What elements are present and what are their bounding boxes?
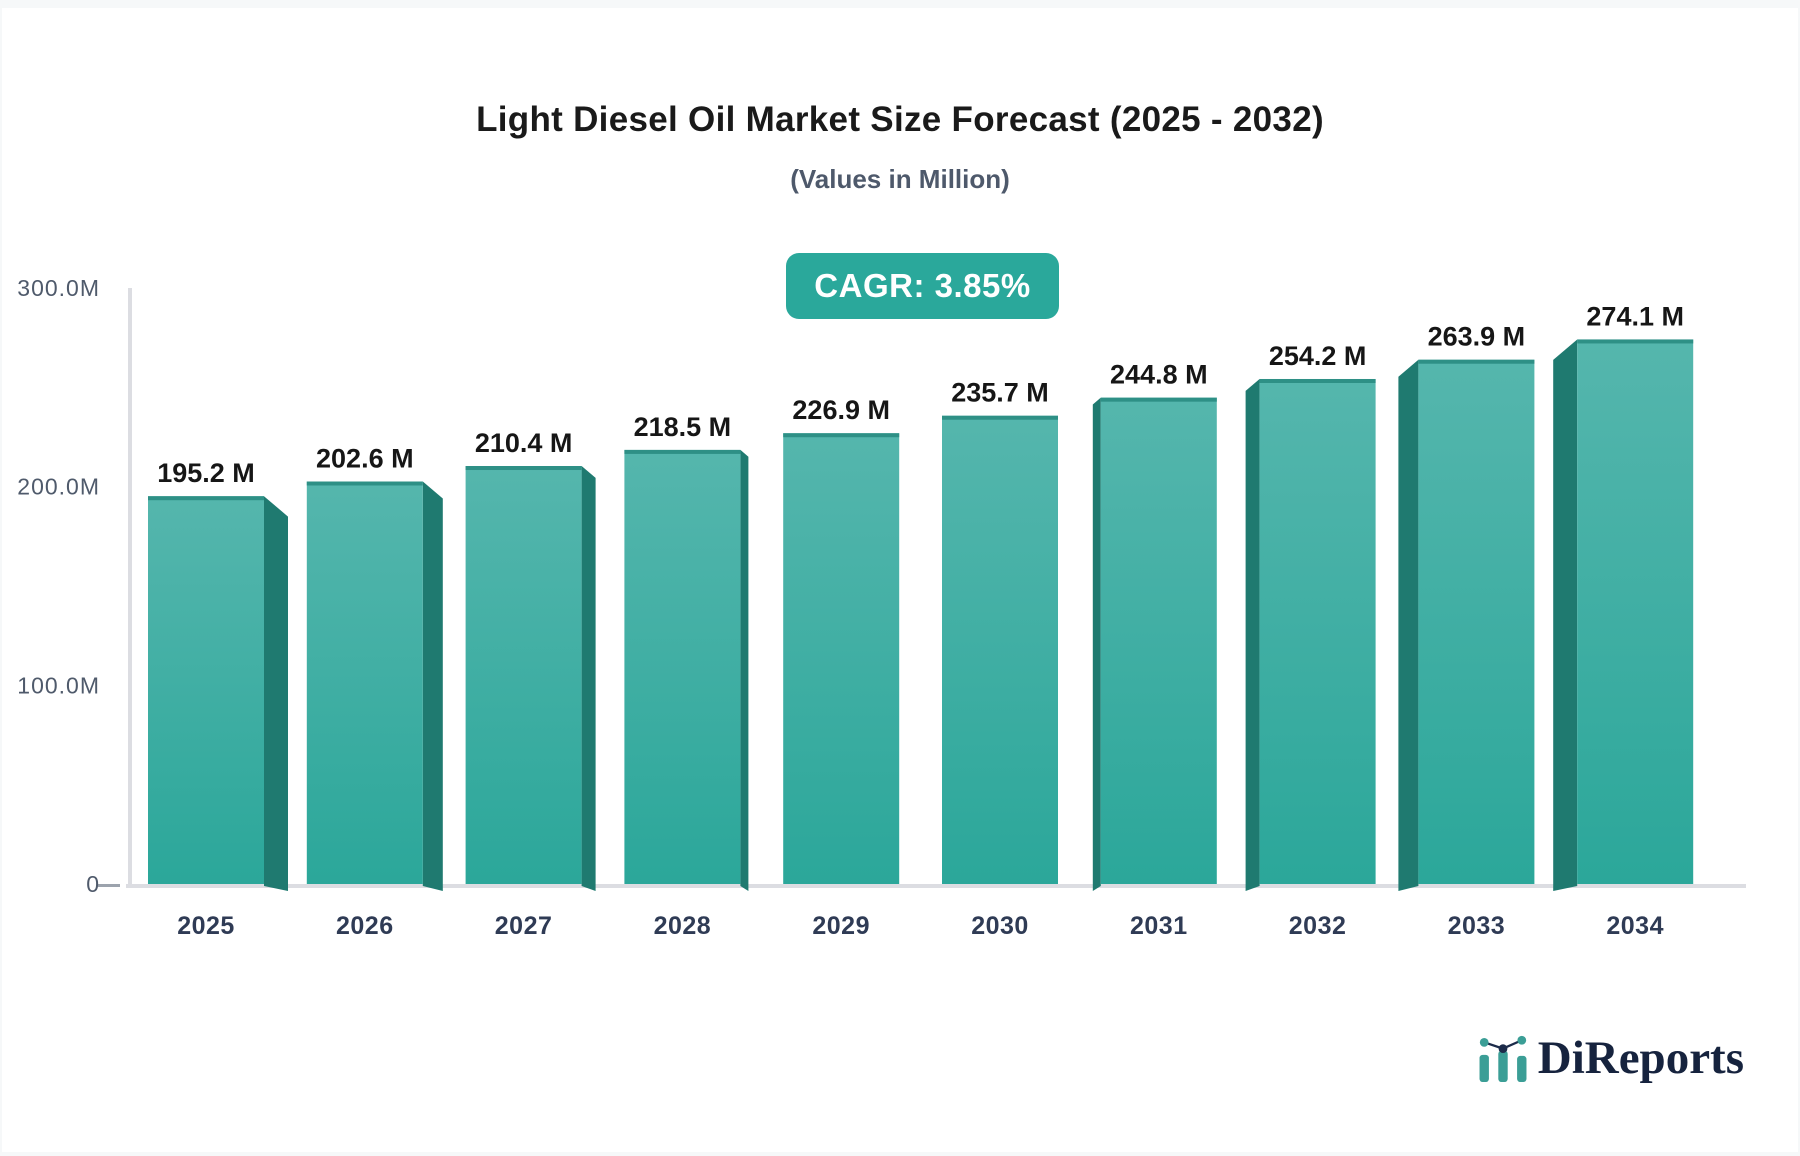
bar-value-label: 195.2 M <box>157 458 255 488</box>
bar-side-face <box>1398 359 1419 892</box>
bar-top-edge <box>465 466 582 471</box>
bar-value-label: 235.7 M <box>951 378 1049 408</box>
bar-top-edge <box>1577 339 1694 344</box>
x-axis-label: 2033 <box>1448 912 1506 940</box>
bar-side-face <box>1092 397 1101 891</box>
bar-value-label: 202.6 M <box>316 444 414 474</box>
bar-top-edge <box>942 415 1058 420</box>
bar-value-label: 263.9 M <box>1428 322 1526 352</box>
bar-side-face <box>264 496 288 891</box>
bar-face <box>942 415 1058 884</box>
bar-value-label: 254.2 M <box>1269 341 1367 371</box>
y-axis-line <box>128 288 132 888</box>
chart-subtitle: (Values in Million) <box>790 164 1010 194</box>
logo-text: DiReports <box>1537 1032 1744 1084</box>
bar-face <box>1418 359 1535 885</box>
cagr-badge: CAGR: 3.85% <box>786 253 1059 319</box>
bar-side-face <box>740 449 749 891</box>
bar-top-edge <box>783 433 900 438</box>
bar-value-label: 244.8 M <box>1110 360 1208 390</box>
y-axis-label: 100.0M <box>17 672 100 698</box>
chart-title: Light Diesel Oil Market Size Forecast (2… <box>476 100 1324 139</box>
bar-side-face <box>581 466 596 891</box>
bar-face <box>1259 378 1376 884</box>
bar-value-label: 218.5 M <box>634 412 732 442</box>
bar-face <box>1577 339 1694 884</box>
bar-side-face <box>422 481 443 891</box>
y-axis-label: 300.0M <box>17 275 100 301</box>
bar-chart-logo-icon <box>1479 1035 1527 1082</box>
bar-group-2030: 235.7 M 2030 <box>942 378 1058 940</box>
bar-value-label: 210.4 M <box>475 428 573 458</box>
y-axis-label: 200.0M <box>17 474 100 500</box>
brand-logo: DiReports <box>1478 1030 1744 1086</box>
bar-side-face <box>1553 339 1578 891</box>
bar-top-edge <box>306 481 423 486</box>
x-axis-label: 2030 <box>971 912 1029 940</box>
bar-top-edge <box>1100 397 1217 402</box>
bar-face <box>783 433 900 884</box>
bar-group-2029: 226.9 M 2029 <box>783 395 900 940</box>
x-axis-label: 2034 <box>1606 912 1664 940</box>
bar-group-2033: 263.9 M 2033 <box>1398 322 1535 940</box>
bar-face <box>465 466 582 884</box>
bar-top-edge <box>148 496 264 501</box>
bar-value-label: 226.9 M <box>792 395 890 425</box>
bar-top-edge <box>624 449 741 454</box>
zero-tick <box>98 884 120 887</box>
bar-group-2026: 202.6 M 2026 <box>306 444 443 940</box>
bar-group-2034: 274.1 M 2034 <box>1553 301 1694 940</box>
bar-group-2025: 195.2 M 2025 <box>148 458 288 940</box>
bar-face <box>624 449 741 884</box>
cagr-badge-label: CAGR: 3.85% <box>814 267 1031 304</box>
x-axis-line <box>126 884 1746 888</box>
bar-group-2032: 254.2 M 2032 <box>1245 341 1376 940</box>
bar-side-face <box>1245 378 1260 891</box>
bar-top-edge <box>1259 378 1376 383</box>
bar-face <box>306 481 423 884</box>
bar-face <box>1100 397 1217 884</box>
x-axis-label: 2026 <box>336 912 394 940</box>
x-axis-label: 2027 <box>495 912 553 940</box>
bar-value-label: 274.1 M <box>1586 301 1684 331</box>
y-axis-label: 0 <box>86 871 100 897</box>
x-axis-label: 2028 <box>654 912 712 940</box>
bar-group-2027: 210.4 M 2027 <box>465 428 596 940</box>
bar-top-edge <box>1418 359 1535 364</box>
bar-face <box>148 496 264 884</box>
bar-group-2031: 244.8 M 2031 <box>1092 360 1217 940</box>
x-axis-label: 2029 <box>812 912 870 940</box>
bar-group-2028: 218.5 M 2028 <box>624 412 749 940</box>
x-axis-label: 2031 <box>1130 912 1188 940</box>
x-axis-label: 2032 <box>1289 912 1347 940</box>
x-axis-label: 2025 <box>177 912 235 940</box>
